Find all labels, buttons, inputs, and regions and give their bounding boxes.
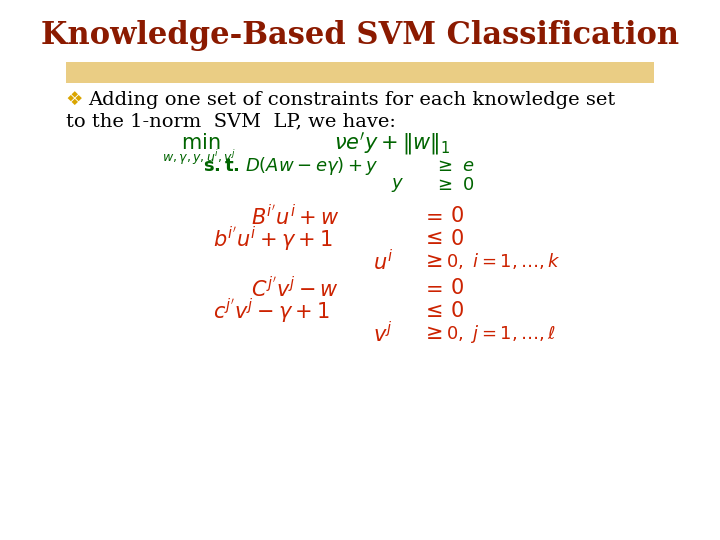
FancyBboxPatch shape xyxy=(66,62,654,83)
Text: $\geq$: $\geq$ xyxy=(433,176,452,194)
Text: $0$: $0$ xyxy=(449,278,464,299)
Text: $\leq$: $\leq$ xyxy=(420,301,442,321)
Text: $b^{i'}u^i + \gamma + 1$: $b^{i'}u^i + \gamma + 1$ xyxy=(213,224,333,253)
Text: $\geq$: $\geq$ xyxy=(433,157,452,175)
Text: $B^{i'}u^i + w$: $B^{i'}u^i + w$ xyxy=(251,204,340,228)
Text: $\min$: $\min$ xyxy=(181,133,220,153)
Text: $\geq$: $\geq$ xyxy=(420,252,442,271)
Text: $0$: $0$ xyxy=(462,176,474,194)
Text: $0$: $0$ xyxy=(449,228,464,249)
Text: $e$: $e$ xyxy=(462,157,474,175)
Text: $0$: $0$ xyxy=(449,206,464,226)
Text: $v^j$: $v^j$ xyxy=(373,321,392,346)
Text: $\geq$: $\geq$ xyxy=(420,324,442,343)
Text: $c^{j'}v^j - \gamma + 1$: $c^{j'}v^j - \gamma + 1$ xyxy=(213,296,329,326)
Text: Knowledge-Based SVM Classification: Knowledge-Based SVM Classification xyxy=(41,19,679,51)
Text: $0,\ i = 1,\ldots,k$: $0,\ i = 1,\ldots,k$ xyxy=(446,251,561,272)
Text: $y$: $y$ xyxy=(391,176,404,194)
Text: $=$: $=$ xyxy=(420,279,442,298)
Text: $C^{j'}v^j - w$: $C^{j'}v^j - w$ xyxy=(251,276,339,301)
Text: $=$: $=$ xyxy=(420,206,442,226)
Text: Adding one set of constraints for each knowledge set: Adding one set of constraints for each k… xyxy=(88,91,616,109)
Text: $\nu e^{\prime}y + \|w\|_1$: $\nu e^{\prime}y + \|w\|_1$ xyxy=(334,130,451,157)
Text: ❖: ❖ xyxy=(66,90,83,110)
Text: to the 1-norm  SVM  LP, we have:: to the 1-norm SVM LP, we have: xyxy=(66,112,395,131)
Text: $u^i$: $u^i$ xyxy=(373,249,393,274)
Text: $\mathbf{s.t.}$: $\mathbf{s.t.}$ xyxy=(203,157,240,175)
Text: $0,\ j = 1,\ldots,\ell$: $0,\ j = 1,\ldots,\ell$ xyxy=(446,323,557,345)
Text: $\leq$: $\leq$ xyxy=(420,229,442,248)
Text: $w,\gamma,y,u^i,v^j$: $w,\gamma,y,u^i,v^j$ xyxy=(161,148,236,167)
Text: $D(Aw - e\gamma) + y$: $D(Aw - e\gamma) + y$ xyxy=(245,155,379,177)
Text: $0$: $0$ xyxy=(449,301,464,321)
